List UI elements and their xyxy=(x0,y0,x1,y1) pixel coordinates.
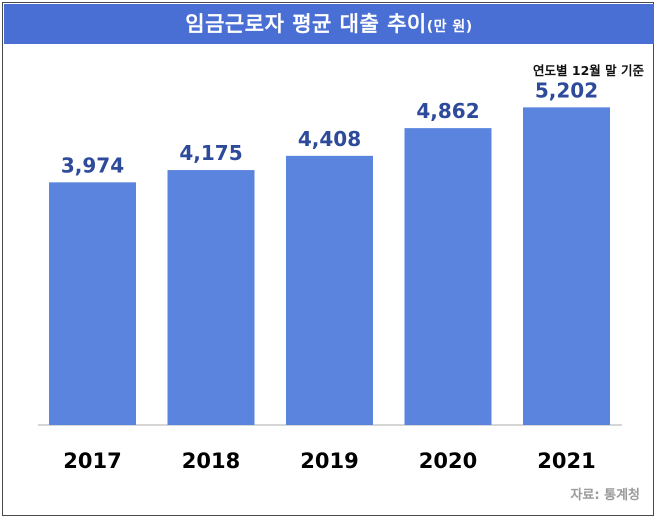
value-label-2018: 4,175 xyxy=(179,141,242,165)
value-label-2017: 3,974 xyxy=(61,153,124,177)
x-tick-label-2018: 2018 xyxy=(182,449,240,473)
x-tick-label-2019: 2019 xyxy=(300,449,358,473)
chart-title: 임금근로자 평균 대출 추이 xyxy=(185,12,427,36)
x-tick-label-2020: 2020 xyxy=(419,449,477,473)
bar-2020 xyxy=(404,128,492,425)
bar-2019 xyxy=(286,155,373,426)
x-tick-label-2017: 2017 xyxy=(63,449,121,473)
source-note: 자료: 통계청 xyxy=(570,488,640,503)
basis-note: 연도별 12월 말 기준 xyxy=(533,63,644,78)
chart-unit: (만 원) xyxy=(426,19,473,35)
bar-2018 xyxy=(167,170,255,425)
chart-title-bar: 임금근로자 평균 대출 추이(만 원) xyxy=(4,4,654,44)
value-label-2021: 5,202 xyxy=(535,78,598,102)
x-tick-label-2021: 2021 xyxy=(537,449,595,473)
bar-2021 xyxy=(523,107,610,426)
value-label-2020: 4,862 xyxy=(416,99,479,123)
bar-2017 xyxy=(49,182,136,425)
value-label-2019: 4,408 xyxy=(298,127,361,151)
